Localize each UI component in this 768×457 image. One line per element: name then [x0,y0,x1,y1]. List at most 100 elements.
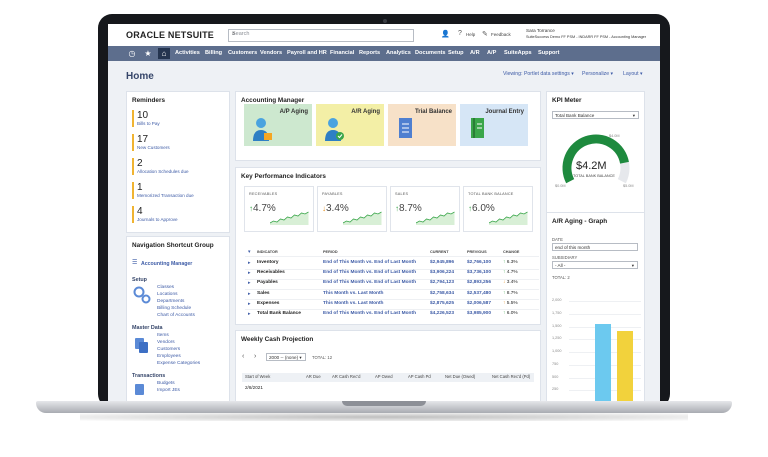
chart-bar[interactable] [595,323,611,401]
kpi-row-previous[interactable]: $2,766,100 [467,260,492,265]
row-expand-icon[interactable]: ▸ [248,290,251,297]
kpi-row-previous[interactable]: $2,537,480 [467,290,492,296]
kpi-card[interactable]: RECEIVABLES ↑4.7% [244,186,314,232]
reminder-memorized-transaction[interactable]: 1 Memorized Transaction due [132,182,227,199]
link-customers[interactable]: Customers [157,347,181,352]
nav-financial[interactable]: Financial [330,50,355,56]
oracle-netsuite-logo[interactable]: ORACLE NETSUITE [126,30,215,40]
nav-customers[interactable]: Customers [228,50,258,56]
help-icon[interactable]: ? [458,30,462,37]
reminder-new-customers[interactable]: 17 New Customers [132,134,227,151]
expand-all-icon[interactable]: ▾ [248,249,251,255]
link-expense-categories[interactable]: Expense Categories [157,361,201,366]
reminder-journals-to-approve[interactable]: 4 Journals to Approve [132,206,227,223]
gauge-max-label: $5.0M [623,184,634,188]
favorites-star-icon[interactable]: ★ [144,49,152,58]
user-menu[interactable]: Sara Torrance SuiteSuccess Demo FF PSM -… [526,28,660,40]
link-employees[interactable]: Employees [157,354,181,359]
ar-aging-tile[interactable]: A/R Aging [316,104,384,146]
kpi-meter-select[interactable]: Total Bank Balance ▾ [552,111,639,119]
nav-setup[interactable]: Setup [448,50,464,56]
nav-suiteapps[interactable]: SuiteApps [504,50,532,56]
link-vendors[interactable]: Vendors [157,340,175,345]
kpi-row-current[interactable]: $2,758,634 [430,290,455,296]
feedback-icon[interactable]: ✎ [482,31,488,38]
search-icon[interactable]: ⌕ [232,31,236,37]
ar-graph-title: A/R Aging - Graph [552,218,608,225]
link-locations[interactable]: Locations [157,292,178,297]
nav-ap[interactable]: A/P [487,50,497,56]
kpi-row-previous[interactable]: $2,006,587 [467,300,492,306]
trial-balance-tile[interactable]: Trial Balance [388,104,456,146]
row-expand-icon[interactable]: ▸ [248,260,251,266]
nav-documents[interactable]: Documents [415,50,446,56]
nav-support[interactable]: Support [538,50,560,56]
accounting-manager-link[interactable]: Accounting Manager [141,261,193,267]
nav-reports[interactable]: Reports [359,50,381,56]
viewing-dropdown[interactable]: Viewing: Portlet data settings ▾ [503,71,574,77]
row-expand-icon[interactable]: ▸ [248,311,251,317]
personalize-dropdown[interactable]: Personalize ▾ [582,71,614,77]
feedback-link[interactable]: Feedback [491,32,511,37]
kpi-row-period[interactable]: This Month vs. Last Month [323,300,384,306]
nav-payroll-hr[interactable]: Payroll and HR [287,50,327,56]
link-departments[interactable]: Departments [157,299,185,304]
link-chart-of-accounts[interactable]: Chart of Accounts [157,313,195,318]
kpi-card-value: 3.4% [326,203,349,214]
row-expand-icon[interactable]: ▸ [248,300,251,307]
date-select[interactable]: end of this month [552,243,638,251]
nav-vendors[interactable]: Vendors [260,50,283,56]
sparkline [489,211,528,225]
kpi-row-period[interactable]: End of This Month vs. End of Last Month [323,280,416,286]
journal-entry-tile[interactable]: Journal Entry [460,104,528,146]
nav-analytics[interactable]: Analytics [386,50,411,56]
home-icon[interactable]: ⌂ [158,48,170,59]
ap-aging-tile[interactable]: A/P Aging [244,104,312,146]
y-tick-label: 2,000 [552,298,562,302]
people-icon[interactable]: 👤 [441,31,450,38]
kpi-row-period[interactable]: This Month vs. Last Month [323,290,384,296]
kpi-card[interactable]: PAYABLES ↓3.4% [317,186,387,232]
nav-billing[interactable]: Billing [205,50,223,56]
kpi-row-current[interactable]: $2,875,625 [430,300,455,306]
kpi-row-current[interactable]: $2,794,123 [430,280,455,286]
link-items[interactable]: Items [157,333,169,338]
recent-records-icon[interactable]: ◷ [128,49,136,58]
previous-arrow-icon[interactable]: ‹ [242,353,245,360]
link-classes[interactable]: Classes [157,285,175,290]
subsidiary-select[interactable]: - All - ▾ [552,261,638,269]
camera-icon [383,19,387,23]
page-header: Home Viewing: Portlet data settings ▾ Pe… [108,61,660,89]
kpi-row-previous[interactable]: $3,736,100 [467,270,492,276]
kpi-row-previous[interactable]: $2,893,256 [467,280,492,286]
kpi-row-period[interactable]: End of This Month vs. End of Last Month [323,260,416,265]
row-expand-icon[interactable]: ▸ [248,270,251,277]
chart-bar[interactable] [617,330,633,401]
kpi-card[interactable]: TOTAL BANK BALANCE ↑6.0% [463,186,533,232]
document-stack-icon [139,342,148,353]
row-expand-icon[interactable]: ▸ [248,280,251,287]
gauge-value: $4.2M [576,160,607,172]
reminder-bills-to-pay[interactable]: 10 Bills to Pay [132,110,227,127]
kpi-row-previous[interactable]: $3,985,900 [467,311,492,316]
help-link[interactable]: Help [466,32,476,37]
kpi-row-period[interactable]: End of This Month vs. End of Last Month [323,311,416,316]
layout-dropdown[interactable]: Layout ▾ [623,71,643,77]
kpi-row-current[interactable]: $2,945,896 [430,260,455,265]
nav-activities[interactable]: Activities [175,50,200,56]
nav-ar[interactable]: A/R [470,50,480,56]
link-import-jes[interactable]: Import JEs [157,388,180,393]
kpi-row-current[interactable]: $3,906,224 [430,270,455,276]
kpi-row-current[interactable]: $4,226,523 [430,311,455,316]
global-search-input[interactable]: Search ⌕ [228,29,414,42]
gauge-top-label: $4.0M [609,134,620,138]
reminder-allocation-schedules[interactable]: 2 Allocation Schedules due [132,158,227,175]
kpi-row-period[interactable]: End of This Month vs. End of Last Month [323,270,416,276]
kpi-card[interactable]: SALES ↑8.7% [390,186,460,232]
link-billing-schedule[interactable]: Billing Schedule [157,306,192,311]
projection-select[interactable]: 2000 -- (none) ▾ [266,353,306,361]
kpi-row-change-value: 8.7% [506,290,518,296]
next-arrow-icon[interactable]: › [254,353,257,360]
sparkline-line [343,211,382,224]
link-budgets[interactable]: Budgets [157,381,175,386]
